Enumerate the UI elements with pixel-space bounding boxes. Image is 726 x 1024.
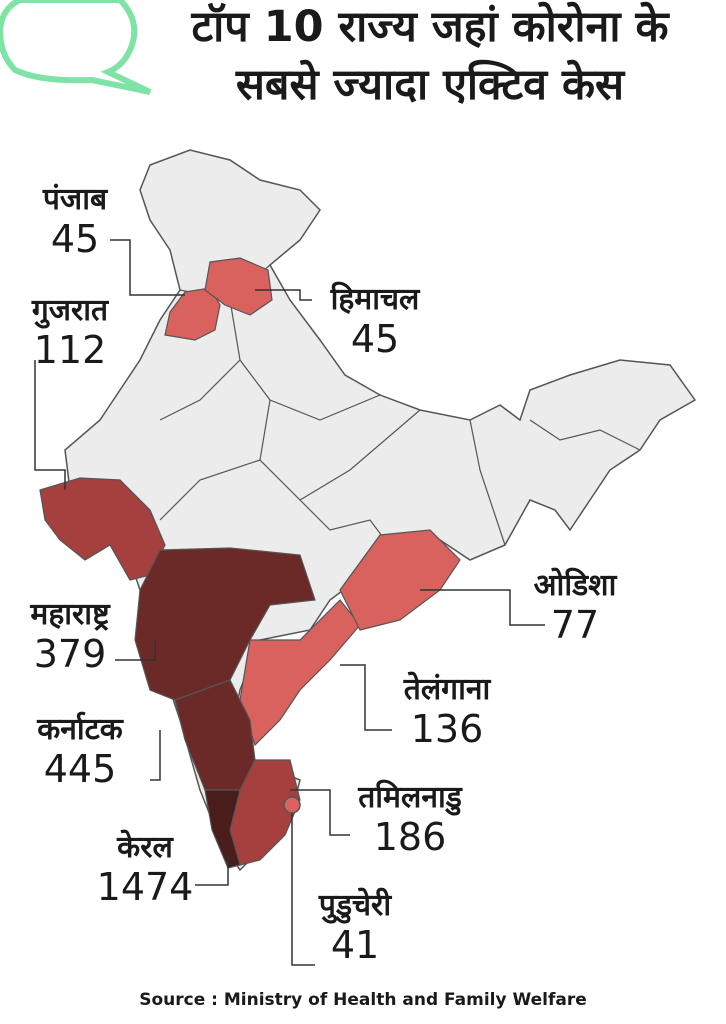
state-name: महाराष्ट्र — [30, 597, 110, 632]
state-value: 41 — [330, 923, 380, 967]
state-value: 445 — [43, 747, 117, 791]
state-value: 45 — [350, 317, 400, 361]
state-name: हिमाचल — [330, 282, 420, 317]
label-himachal: हिमाचल 45 — [310, 282, 440, 360]
label-kerala: केरल 1474 — [90, 830, 200, 908]
state-kerala — [204, 789, 241, 869]
state-name: पुडुचेरी — [318, 888, 392, 923]
state-value: 77 — [550, 603, 600, 647]
state-odisha — [339, 529, 461, 631]
state-value: 136 — [410, 707, 484, 751]
label-telangana: तेलंगाना 136 — [372, 672, 522, 750]
state-name: कर्नाटक — [37, 712, 123, 747]
state-name: पंजाब — [42, 182, 108, 217]
state-name: तमिलनाडु — [358, 780, 462, 815]
state-value: 186 — [373, 815, 447, 859]
state-name: गुजरात — [31, 293, 109, 328]
state-gujarat — [39, 477, 166, 581]
state-maharashtra — [134, 547, 316, 701]
title-line-2: सबसे ज्यादा एक्टिव केस — [235, 60, 625, 110]
state-value: 379 — [33, 632, 107, 676]
leader-lines — [34, 239, 545, 966]
label-punjab: पंजाब 45 — [20, 182, 130, 260]
label-puducherry: पुडुचेरी 41 — [290, 888, 420, 966]
state-value: 45 — [50, 217, 100, 261]
state-himachal — [204, 257, 273, 316]
label-gujarat: गुजरात 112 — [5, 293, 135, 371]
state-name: केरल — [117, 830, 173, 865]
source-text: Source : Ministry of Health and Family W… — [139, 990, 587, 1010]
state-name: तेलंगाना — [403, 672, 491, 707]
title-line-1: टॉप 10 राज्य जहां कोरोना के — [191, 2, 669, 52]
label-maharashtra: महाराष्ट्र 379 — [5, 597, 135, 675]
state-name: ओडिशा — [533, 568, 617, 603]
puducherry-dot — [283, 796, 301, 814]
state-value: 112 — [33, 328, 107, 372]
state-value: 1474 — [96, 865, 194, 909]
speech-bubble-icon — [0, 0, 152, 95]
label-karnataka: कर्नाटक 445 — [15, 712, 145, 790]
label-tamilnadu: तमिलनाडु 186 — [335, 780, 485, 858]
label-odisha: ओडिशा 77 — [520, 568, 630, 646]
